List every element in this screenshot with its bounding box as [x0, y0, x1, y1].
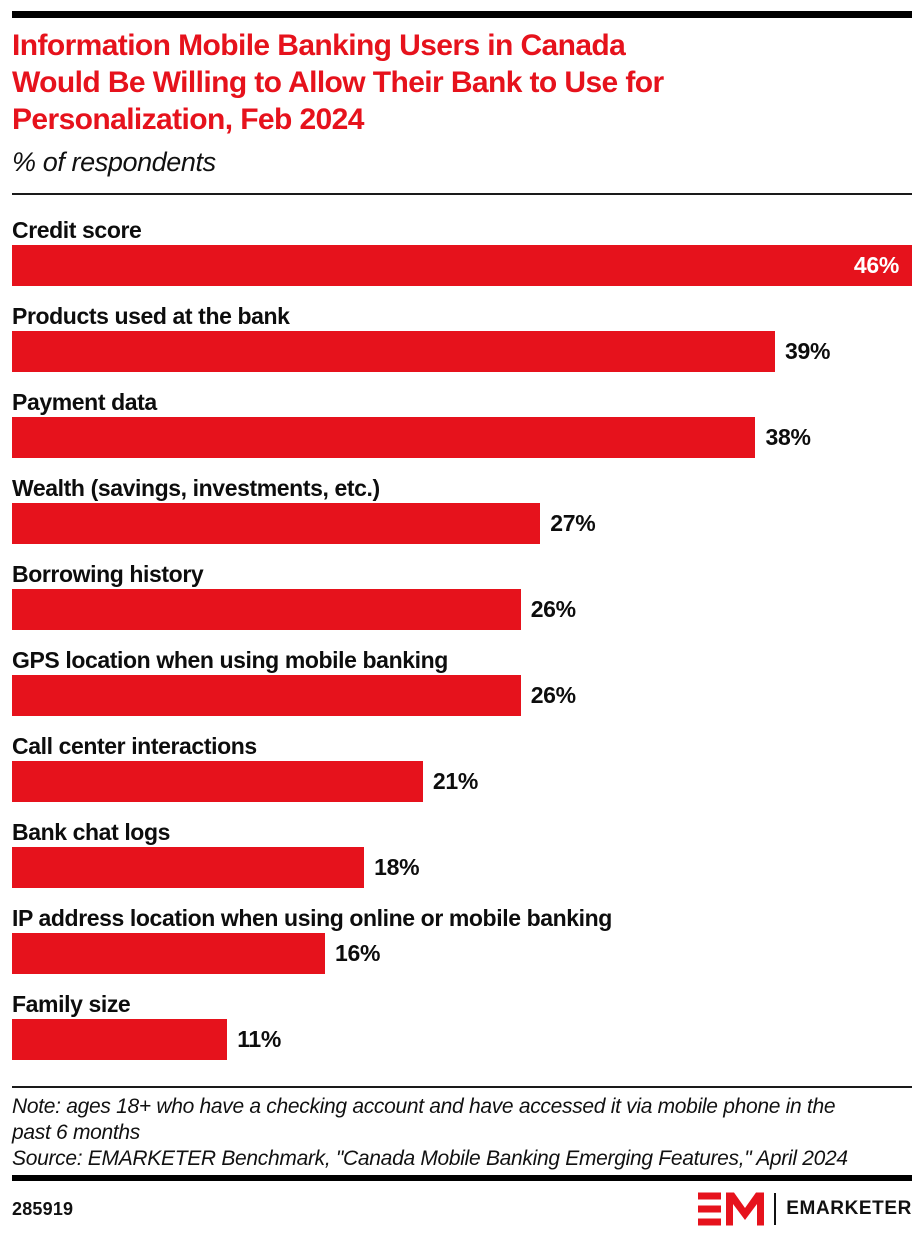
em-monogram-icon [698, 1192, 765, 1226]
logo-divider [774, 1193, 777, 1225]
bar-row: Bank chat logs 18% [12, 818, 912, 904]
header-divider [12, 193, 912, 195]
chart-title: Information Mobile Banking Users in Cana… [12, 27, 912, 138]
bar-track: 21% [12, 761, 912, 802]
bar-row: Credit score 46% [12, 216, 912, 302]
value-label: 18% [374, 854, 420, 880]
category-label: Credit score [12, 217, 142, 243]
emarketer-logo: EMARKETER [698, 1192, 912, 1226]
chart-title-line-1: Information Mobile Banking Users in Cana… [12, 29, 626, 62]
bar[interactable] [12, 761, 423, 802]
bar[interactable] [12, 331, 776, 372]
category-label: Payment data [12, 389, 157, 415]
bar-track: 11% [12, 1019, 912, 1060]
category-label: Call center interactions [12, 733, 257, 759]
category-label: GPS location when using mobile banking [12, 647, 448, 673]
note-line-1: Note: ages 18+ who have a checking accou… [12, 1095, 836, 1118]
value-label: 16% [335, 940, 381, 966]
value-label: 27% [550, 510, 596, 536]
bar-track: 46% [12, 245, 912, 286]
value-label: 39% [785, 338, 831, 364]
category-label: Products used at the bank [12, 303, 290, 329]
note-line-2: past 6 months [12, 1121, 141, 1144]
bar-row: Borrowing history 26% [12, 560, 912, 646]
bar-row: Call center interactions 21% [12, 732, 912, 818]
bar-track: 27% [12, 503, 912, 544]
note-source-text: Note: ages 18+ who have a checking accou… [12, 1094, 912, 1172]
bar[interactable] [12, 933, 326, 974]
bar-track: 16% [12, 933, 912, 974]
brand-name: EMARKETER [786, 1198, 912, 1219]
value-label: 11% [237, 1026, 282, 1052]
category-label: Borrowing history [12, 561, 204, 587]
bar-row: IP address location when using online or… [12, 904, 912, 990]
footer-row: 285919 EMARKETER [12, 1192, 912, 1226]
bar-track: 26% [12, 589, 912, 630]
bar[interactable] [12, 847, 365, 888]
bar-track: 18% [12, 847, 912, 888]
bar[interactable] [12, 589, 521, 630]
chart-title-line-2: Would Be Willing to Allow Their Bank to … [12, 66, 664, 99]
bar[interactable] [12, 1019, 228, 1060]
value-label: 26% [530, 596, 576, 622]
category-label: IP address location when using online or… [12, 905, 612, 931]
category-label: Family size [12, 991, 131, 1017]
bar-track: 39% [12, 331, 912, 372]
bar-track: 26% [12, 675, 912, 716]
footer-divider [12, 1086, 912, 1088]
bar-row: Family size 11% [12, 990, 912, 1076]
bar[interactable] [12, 417, 756, 458]
category-label: Bank chat logs [12, 819, 170, 845]
source-line: Source: EMARKETER Benchmark, "Canada Mob… [12, 1147, 848, 1170]
bar-row: GPS location when using mobile banking 2… [12, 646, 912, 732]
chart-id: 285919 [12, 1198, 74, 1219]
chart-title-line-3: Personalization, Feb 2024 [12, 103, 364, 136]
value-label: 38% [765, 424, 811, 450]
bar-row: Payment data 38% [12, 388, 912, 474]
bar-row: Wealth (savings, investments, etc.) 27% [12, 474, 912, 560]
top-accent-bar [12, 11, 912, 18]
bottom-accent-bar [12, 1175, 912, 1181]
category-label: Wealth (savings, investments, etc.) [12, 475, 380, 501]
bar-chart: Credit score 46% Products used at the ba… [12, 216, 912, 1076]
value-label: 21% [432, 768, 478, 794]
chart-subtitle: % of respondents [12, 147, 216, 177]
bar[interactable]: 46% [12, 245, 912, 286]
bar-row: Products used at the bank 39% [12, 302, 912, 388]
bar-track: 38% [12, 417, 912, 458]
value-label: 26% [530, 682, 576, 708]
bar[interactable] [12, 503, 541, 544]
value-label: 46% [853, 252, 899, 278]
bar[interactable] [12, 675, 521, 716]
